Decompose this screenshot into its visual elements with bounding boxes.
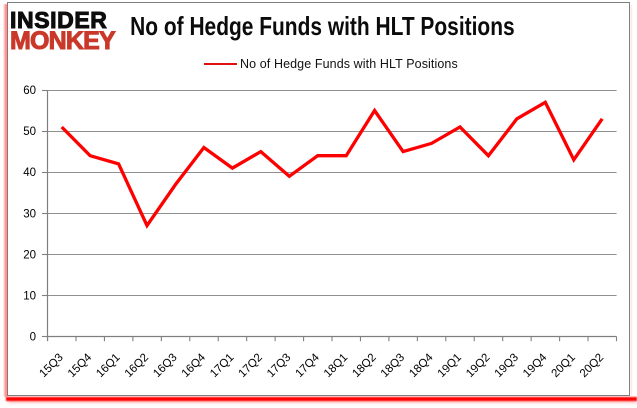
svg-text:15Q4: 15Q4 xyxy=(66,351,95,380)
svg-text:18Q2: 18Q2 xyxy=(350,352,378,380)
svg-text:50: 50 xyxy=(23,126,36,138)
svg-text:18Q3: 18Q3 xyxy=(379,352,407,380)
svg-text:16Q1: 16Q1 xyxy=(94,352,122,380)
svg-text:17Q4: 17Q4 xyxy=(293,351,322,380)
svg-text:40: 40 xyxy=(23,167,36,179)
svg-text:17Q3: 17Q3 xyxy=(265,352,293,380)
svg-text:30: 30 xyxy=(23,208,36,220)
svg-text:18Q4: 18Q4 xyxy=(407,351,436,380)
svg-text:16Q4: 16Q4 xyxy=(180,351,209,380)
svg-text:19Q1: 19Q1 xyxy=(436,352,464,380)
svg-text:16Q2: 16Q2 xyxy=(123,352,151,380)
svg-text:17Q1: 17Q1 xyxy=(208,352,236,380)
svg-text:0: 0 xyxy=(30,332,36,344)
svg-text:18Q1: 18Q1 xyxy=(322,352,350,380)
svg-text:19Q2: 19Q2 xyxy=(464,352,492,380)
svg-text:10: 10 xyxy=(23,290,36,302)
svg-text:16Q3: 16Q3 xyxy=(151,352,179,380)
svg-text:20Q1: 20Q1 xyxy=(549,352,577,380)
svg-text:20Q2: 20Q2 xyxy=(578,352,606,380)
svg-text:19Q4: 19Q4 xyxy=(521,351,550,380)
svg-text:20: 20 xyxy=(23,249,36,261)
svg-text:60: 60 xyxy=(23,85,36,97)
svg-text:15Q3: 15Q3 xyxy=(37,352,65,380)
svg-text:19Q3: 19Q3 xyxy=(493,352,521,380)
svg-text:17Q2: 17Q2 xyxy=(237,352,265,380)
